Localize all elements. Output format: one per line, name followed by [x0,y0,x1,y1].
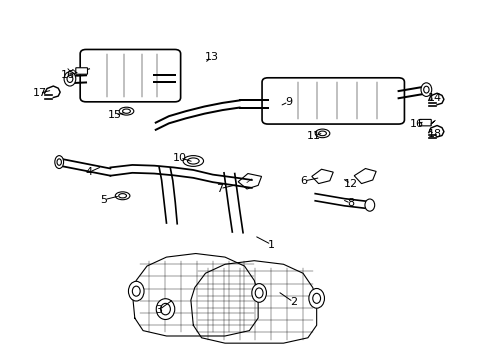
Text: 6: 6 [300,176,307,186]
Text: 9: 9 [284,97,291,107]
Ellipse shape [420,83,431,96]
FancyBboxPatch shape [419,120,430,126]
Polygon shape [190,261,316,343]
Text: 3: 3 [155,305,163,315]
Text: 10: 10 [173,153,187,163]
Text: 15: 15 [108,111,122,121]
FancyBboxPatch shape [262,78,404,124]
Ellipse shape [156,299,174,319]
Text: 11: 11 [306,131,320,141]
Ellipse shape [64,72,76,86]
Ellipse shape [128,281,144,301]
Text: 5: 5 [101,195,107,205]
Text: 16: 16 [61,70,75,80]
Text: 14: 14 [427,93,441,103]
Text: 2: 2 [289,297,296,307]
Ellipse shape [315,129,329,138]
FancyBboxPatch shape [80,49,180,102]
Text: 12: 12 [343,179,357,189]
Ellipse shape [183,156,203,166]
Text: 13: 13 [204,52,218,62]
Ellipse shape [119,107,134,115]
Text: 8: 8 [346,198,354,208]
Ellipse shape [308,288,324,308]
Text: 17: 17 [33,88,47,98]
Text: 4: 4 [86,167,93,177]
Text: 16: 16 [409,119,423,129]
FancyBboxPatch shape [76,68,87,74]
Text: 1: 1 [267,239,274,249]
Text: 7: 7 [216,184,223,194]
Ellipse shape [364,199,374,211]
Ellipse shape [115,192,130,200]
Ellipse shape [251,284,266,302]
Text: 18: 18 [427,129,441,139]
Polygon shape [132,253,258,336]
Ellipse shape [55,156,63,168]
